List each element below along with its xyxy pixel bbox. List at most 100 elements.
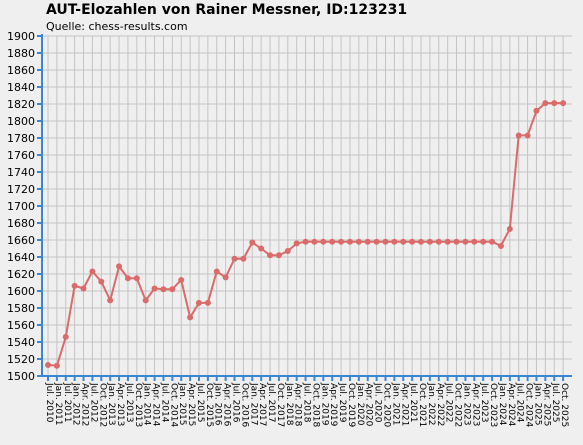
x-tick-label: Jul. 2012 — [88, 382, 98, 423]
x-tick-label: Jul. 2022 — [444, 382, 454, 423]
x-tick-label: Jan. 2020 — [355, 382, 365, 426]
data-point — [471, 238, 478, 245]
data-point — [195, 299, 202, 306]
x-tick-label: Apr. 2021 — [399, 383, 409, 426]
data-point — [231, 255, 238, 262]
x-tick-label: Oct. 2022 — [453, 383, 463, 427]
x-tick-label: Jul. 2018 — [302, 382, 312, 423]
x-tick-label: Jan. 2016 — [213, 382, 223, 426]
data-point — [71, 282, 78, 289]
data-point — [320, 238, 327, 245]
data-point — [409, 238, 416, 245]
data-point — [178, 276, 185, 283]
data-point — [293, 240, 300, 247]
x-tick-label: Jul. 2020 — [373, 382, 383, 423]
x-tick-label: Jan. 2023 — [461, 382, 471, 426]
data-point — [267, 252, 274, 259]
x-tick-label: Oct. 2013 — [133, 383, 143, 427]
y-tick-label: 1640 — [7, 251, 35, 264]
y-tick-label: 1660 — [7, 234, 35, 247]
x-tick-label: Apr. 2019 — [328, 383, 338, 427]
x-tick-label: Jan. 2018 — [284, 382, 294, 426]
data-point — [89, 268, 96, 275]
y-tick-label: 1560 — [7, 319, 35, 332]
data-point — [116, 263, 123, 270]
x-tick-label: Oct. 2024 — [524, 383, 534, 427]
data-point — [124, 275, 131, 282]
x-tick-label: Oct. 2016 — [239, 383, 249, 427]
data-point — [489, 238, 496, 245]
data-point — [311, 238, 318, 245]
y-tick-label: 1520 — [7, 353, 35, 366]
data-point — [53, 362, 60, 369]
data-point — [107, 297, 114, 304]
data-point — [355, 238, 362, 245]
x-tick-label: Jan. 2015 — [177, 382, 187, 426]
x-tick-label: Oct. 2021 — [417, 383, 427, 427]
data-point — [258, 245, 265, 252]
data-point — [346, 238, 353, 245]
x-tick-label: Jul. 2023 — [479, 382, 489, 422]
y-tick-label: 1760 — [7, 149, 35, 162]
x-tick-label: Oct. 2020 — [381, 383, 391, 427]
y-tick-label: 1900 — [7, 30, 35, 43]
data-point — [453, 238, 460, 245]
data-point — [160, 286, 167, 293]
x-tick-label: Oct. 2025 — [559, 383, 569, 427]
data-point — [560, 100, 567, 107]
chart-subtitle: Quelle: chess-results.com — [46, 20, 188, 33]
x-tick-label: Jan. 2021 — [390, 382, 400, 426]
data-point — [62, 333, 69, 340]
x-tick-label: Apr. 2016 — [222, 383, 232, 427]
data-point — [400, 238, 407, 245]
x-tick-label: Oct. 2014 — [168, 383, 178, 427]
data-point — [506, 225, 513, 232]
data-point — [391, 238, 398, 245]
x-tick-label: Apr. 2014 — [151, 383, 161, 427]
y-tick-label: 1500 — [7, 370, 35, 383]
data-point — [151, 285, 158, 292]
x-tick-label: Jan. 2013 — [106, 382, 116, 426]
x-tick-label: Apr. 2015 — [186, 383, 196, 426]
data-point — [373, 238, 380, 245]
x-tick-label: Jul. 2024 — [515, 382, 525, 423]
x-tick-label: Jul. 2025 — [550, 382, 560, 423]
x-tick-label: Apr. 2017 — [257, 383, 267, 426]
data-point — [533, 107, 540, 114]
data-point — [418, 238, 425, 245]
data-point — [45, 361, 51, 368]
x-tick-label: Apr. 2023 — [470, 383, 480, 426]
y-tick-label: 1540 — [7, 336, 35, 349]
data-point — [275, 252, 282, 259]
x-tick-label: Apr. 2024 — [506, 383, 516, 427]
x-tick-label: Jul. 2014 — [159, 382, 169, 423]
x-tick-label: Jul. 2010 — [44, 382, 54, 423]
x-tick-label: Jul. 2016 — [231, 382, 241, 423]
data-point — [169, 286, 176, 293]
x-tick-label: Apr. 2013 — [115, 383, 125, 426]
y-tick-label: 1600 — [7, 285, 35, 298]
x-tick-label: Jan. 2024 — [497, 382, 507, 426]
data-point — [302, 238, 309, 245]
data-point — [284, 248, 291, 255]
x-tick-label: Jul. 2019 — [337, 382, 347, 423]
x-tick-label: Jan. 2025 — [532, 382, 542, 426]
y-tick-label: 1580 — [7, 302, 35, 315]
y-tick-label: 1620 — [7, 268, 35, 281]
x-tick-label: Jul. 2021 — [408, 382, 418, 423]
data-point — [98, 278, 105, 285]
y-tick-label: 1780 — [7, 132, 35, 145]
y-tick-label: 1720 — [7, 183, 35, 196]
data-point — [204, 299, 211, 306]
y-tick-label: 1800 — [7, 115, 35, 128]
data-point — [329, 238, 336, 245]
x-tick-label: Apr. 2012 — [80, 383, 90, 426]
y-tick-label: 1860 — [7, 64, 35, 77]
x-tick-label: Jan. 2019 — [319, 382, 329, 426]
x-tick-label: Apr. 2022 — [435, 383, 445, 426]
data-point — [497, 242, 504, 249]
data-point — [364, 238, 371, 245]
data-point — [142, 297, 149, 304]
x-tick-label: Jul. 2015 — [195, 382, 205, 423]
x-tick-label: Jul. 2011 — [62, 382, 72, 423]
